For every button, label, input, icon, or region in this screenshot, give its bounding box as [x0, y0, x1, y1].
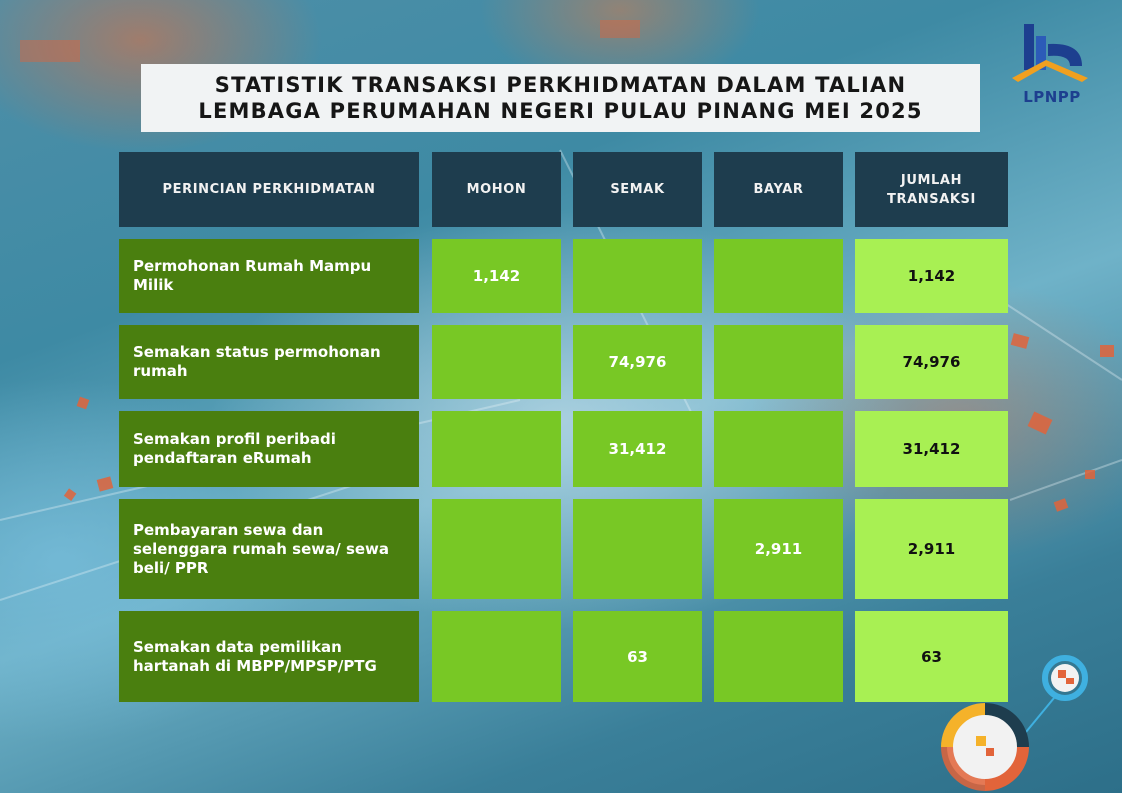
row-1-label-line-1: Permohonan Rumah Mampu [133, 257, 372, 275]
row-3-label-line-1: Semakan profil peribadi [133, 430, 336, 448]
row-4-mohon [432, 499, 561, 599]
row-4-bayar: 2,911 [714, 499, 843, 599]
row-4-total: 2,911 [855, 499, 1008, 599]
row-5-label-line-2: hartanah di MBPP/MPSP/PTG [133, 656, 377, 675]
row-1-mohon: 1,142 [432, 239, 561, 313]
row-2-bayar [714, 325, 843, 399]
row-4-label-line-2: selenggara rumah sewa/ sewa [133, 539, 390, 558]
row-5-bayar [714, 611, 843, 702]
row-2-total: 74,976 [855, 325, 1008, 399]
row-5-mohon [432, 611, 561, 702]
donut-chart-decoration-icon [941, 655, 1088, 791]
header-semak: SEMAK [573, 152, 702, 227]
row-3-total: 31,412 [855, 411, 1008, 487]
row-4-label-line-1: Pembayaran sewa dan [133, 520, 324, 539]
header-mohon: MOHON [432, 152, 561, 227]
header-mohon-label: MOHON [466, 182, 527, 197]
row-3-bayar [714, 411, 843, 487]
row-3-mohon [432, 411, 561, 487]
row-1-label-line-2: Milik [133, 276, 174, 294]
header-service: PERINCIAN PERKHIDMATAN [119, 152, 419, 227]
header-total-label-1: JUMLAH [900, 172, 963, 188]
title-line-1: STATISTIK TRANSAKSI PERKHIDMATAN DALAM T… [214, 73, 907, 97]
row-1-total: 1,142 [855, 239, 1008, 313]
title-banner: STATISTIK TRANSAKSI PERKHIDMATAN DALAM T… [141, 64, 980, 132]
row-5-total: 63 [855, 611, 1008, 702]
title-line-2: LEMBAGA PERUMAHAN NEGERI PULAU PINANG ME… [198, 99, 923, 123]
row-5-label-line-1: Semakan data pemilikan [133, 637, 342, 656]
header-bayar: BAYAR [714, 152, 843, 227]
row-1-semak [573, 239, 702, 313]
header-total-label-2: TRANSAKSI [887, 191, 976, 207]
lpnpp-logo-icon [1012, 24, 1088, 82]
row-5-semak: 63 [573, 611, 702, 702]
row-4-semak [573, 499, 702, 599]
header-bayar-label: BAYAR [753, 182, 804, 197]
table-row-label: Permohonan Rumah Mampu Milik [119, 239, 419, 313]
row-2-label-line-2: rumah [133, 362, 188, 380]
header-total: JUMLAH TRANSAKSI [855, 152, 1008, 227]
logo-text: LPNPP [1023, 88, 1081, 106]
row-4-label-line-3: beli/ PPR [133, 558, 209, 577]
table-row-label: Semakan data pemilikan hartanah di MBPP/… [119, 611, 419, 702]
row-1-bayar [714, 239, 843, 313]
header-semak-label: SEMAK [610, 182, 665, 197]
row-3-semak: 31,412 [573, 411, 702, 487]
table-row-label: Pembayaran sewa dan selenggara rumah sew… [119, 499, 419, 599]
table-row-label: Semakan status permohonan rumah [119, 325, 419, 399]
table-row-label: Semakan profil peribadi pendaftaran eRum… [119, 411, 419, 487]
row-2-semak: 74,976 [573, 325, 702, 399]
row-2-mohon [432, 325, 561, 399]
header-service-label: PERINCIAN PERKHIDMATAN [162, 182, 376, 197]
row-3-label-line-2: pendaftaran eRumah [133, 449, 312, 467]
row-2-label-line-1: Semakan status permohonan [133, 343, 381, 361]
